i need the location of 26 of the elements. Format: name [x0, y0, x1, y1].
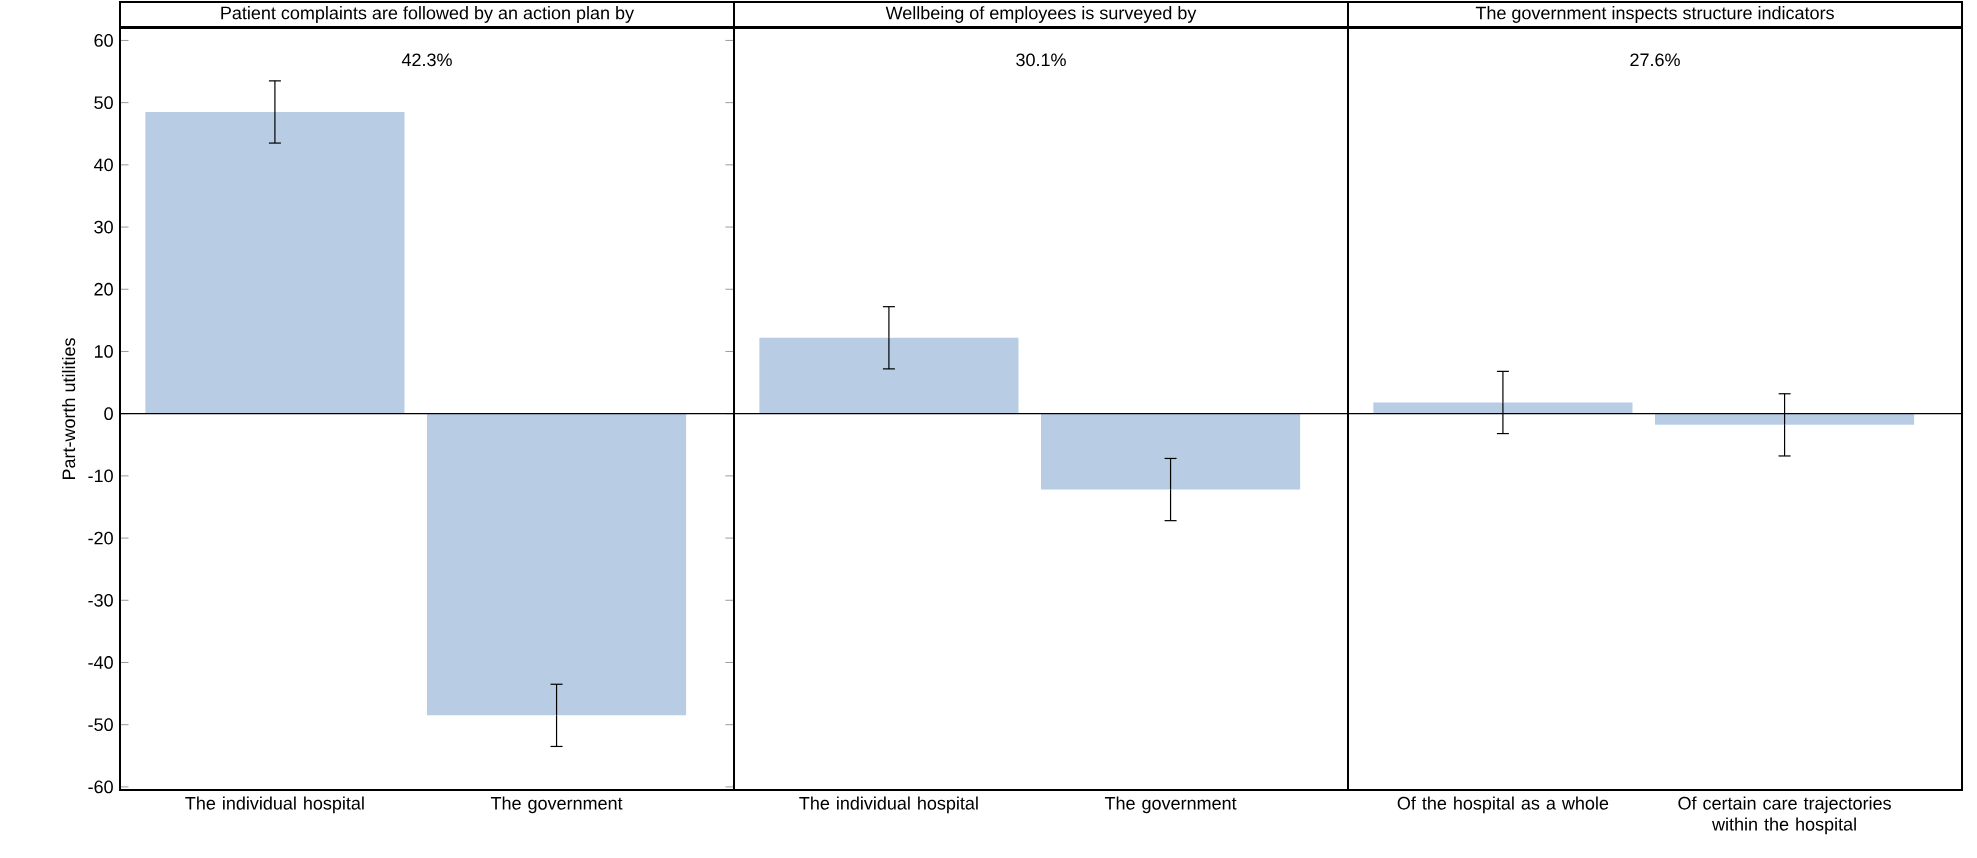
y-tick-label: -20 — [88, 531, 113, 545]
x-tick-label: Of the hospital as a whole — [1397, 796, 1609, 814]
y-tick-label: -60 — [88, 780, 113, 794]
x-tick-label: The individual hospital — [799, 796, 978, 814]
y-axis-title: Part-worth utilities — [61, 338, 76, 480]
y-tick-label: 0 — [104, 407, 113, 421]
annotation: 27.6% — [1630, 53, 1680, 67]
x-tick-label: The individual hospital — [185, 796, 364, 814]
y-tick-label: 40 — [93, 158, 113, 172]
chart-title: The government inspects structure indicators — [1475, 6, 1834, 23]
y-tick-label: 60 — [94, 34, 113, 47]
y-tick-label: 50 — [94, 96, 113, 110]
y-tick-label: 10 — [94, 345, 113, 358]
chart-title: Wellbeing of employees is surveyed by — [885, 6, 1197, 23]
y-tick-label: 30 — [94, 220, 113, 234]
y-tick-label: -30 — [88, 593, 113, 607]
y-tick-label: 20 — [94, 282, 113, 296]
annotation: 42.3% — [401, 53, 452, 67]
x-tick-label: The government — [490, 796, 623, 814]
y-tick-label: -10 — [88, 469, 113, 483]
x-tick-label: Of certain care trajectories within the hospital — [1678, 796, 1891, 835]
chart-title: Patient complaints are followed by an action plan by — [221, 6, 635, 23]
y-tick-label: -40 — [88, 656, 113, 669]
annotation: 30.1% — [1016, 53, 1066, 67]
y-tick-label: -50 — [88, 718, 113, 732]
x-tick-label: The government — [1104, 796, 1237, 814]
